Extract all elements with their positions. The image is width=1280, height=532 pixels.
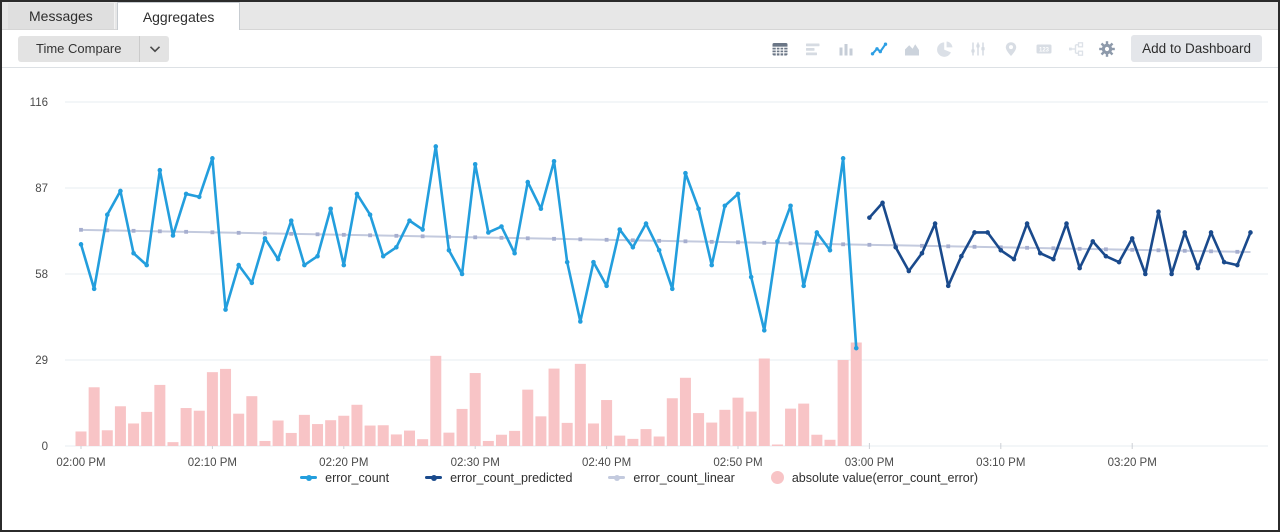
chart-type-icon-row: 123: [770, 39, 1087, 59]
series-error-bars: [75, 342, 862, 446]
svg-text:87: 87: [35, 183, 48, 195]
area-chart-icon[interactable]: [902, 39, 922, 59]
legend-label: error_count_linear: [633, 471, 735, 485]
tab-messages[interactable]: Messages: [8, 3, 115, 29]
series-error-count: [78, 144, 859, 351]
svg-text:02:10 PM: 02:10 PM: [188, 457, 237, 469]
line-chart-icon[interactable]: [869, 39, 889, 59]
legend-item-4[interactable]: absolute value(error_count_error): [770, 470, 980, 486]
map-pin-icon[interactable]: [1001, 39, 1021, 59]
legend-item-2[interactable]: error_count_predicted: [425, 470, 572, 486]
chart-legend: error_count error_count_predicted error_…: [2, 470, 1278, 486]
hierarchy-icon[interactable]: [1067, 39, 1087, 59]
legend-label: absolute value(error_count_error): [791, 471, 979, 485]
time-compare-label[interactable]: Time Compare: [18, 35, 140, 62]
series-linear: [79, 227, 1251, 254]
svg-text:02:40 PM: 02:40 PM: [582, 457, 631, 469]
legend-item-3[interactable]: error_count_linear: [608, 470, 735, 486]
x-axis: 02:00 PM 02:10 PM 02:20 PM 02:30 PM 02:40 PM…: [56, 443, 1157, 469]
svg-text:03:00 PM: 03:00 PM: [845, 457, 894, 469]
svg-text:02:00 PM: 02:00 PM: [56, 457, 105, 469]
svg-text:58: 58: [35, 269, 48, 281]
svg-text:03:10 PM: 03:10 PM: [976, 457, 1025, 469]
aggregates-chart[interactable]: 0 29 58 87 116 02:00 PM 02:10 PM 02:20 PM 02:30 …: [2, 68, 1278, 470]
pie-chart-icon[interactable]: [935, 39, 955, 59]
sliders-icon[interactable]: [968, 39, 988, 59]
horizontal-bar-chart-icon[interactable]: [803, 39, 823, 59]
chevron-down-icon: [149, 40, 161, 58]
legend-label: error_count_predicted: [450, 471, 573, 485]
svg-text:116: 116: [30, 97, 48, 109]
gear-icon[interactable]: [1097, 39, 1117, 59]
number-format-icon[interactable]: 123: [1034, 39, 1054, 59]
legend-bar-marker: [770, 471, 784, 484]
legend-line-marker: [608, 474, 626, 481]
svg-text:29: 29: [35, 355, 48, 367]
tab-bar: Messages Aggregates: [2, 2, 1278, 30]
tab-aggregates[interactable]: Aggregates: [116, 2, 241, 30]
legend-item-1[interactable]: error_count: [300, 470, 389, 486]
legend-label: error_count: [325, 471, 390, 485]
legend-line-marker: [425, 474, 443, 481]
svg-text:03:20 PM: 03:20 PM: [1108, 457, 1157, 469]
svg-text:0: 0: [42, 441, 48, 453]
add-to-dashboard-button[interactable]: Add to Dashboard: [1131, 35, 1262, 62]
svg-text:02:30 PM: 02:30 PM: [451, 457, 500, 469]
svg-text:02:20 PM: 02:20 PM: [319, 457, 368, 469]
svg-text:02:50 PM: 02:50 PM: [713, 457, 762, 469]
table-icon[interactable]: [770, 39, 790, 59]
series-error-count-predicted: [867, 200, 1253, 289]
y-axis-labels: 0 29 58 87 116: [30, 97, 48, 453]
svg-text:123: 123: [1039, 47, 1050, 53]
time-compare-dropdown[interactable]: [139, 35, 170, 62]
time-compare-button[interactable]: Time Compare: [18, 35, 170, 62]
legend-line-marker: [300, 474, 318, 481]
toolbar: Time Compare 123 Add to Dashboard: [2, 30, 1278, 68]
column-chart-icon[interactable]: [836, 39, 856, 59]
